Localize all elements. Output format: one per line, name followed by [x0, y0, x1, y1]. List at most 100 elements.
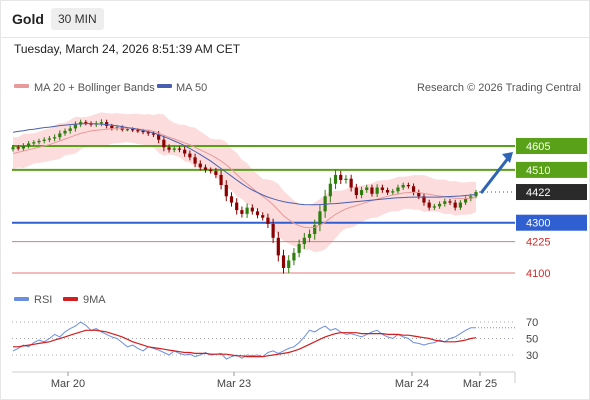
candle: [411, 186, 416, 193]
candle: [354, 187, 358, 196]
rsi-legend-label: RSI: [34, 294, 52, 306]
candle: [401, 184, 405, 188]
candle: [79, 122, 83, 125]
candle: [47, 138, 52, 140]
rsi-line: [12, 321, 476, 360]
bollinger-band: [13, 112, 476, 253]
candle: [110, 125, 114, 129]
timeframe-button[interactable]: 30 MIN: [51, 8, 104, 30]
candle: [328, 183, 332, 197]
candle: [131, 129, 135, 131]
rsi-tick-70: 70: [526, 317, 538, 329]
candle: [167, 147, 171, 150]
candle: [177, 148, 182, 150]
candle: [474, 192, 478, 197]
ma20-legend-swatch: [14, 84, 29, 88]
candle: [63, 130, 67, 134]
candle: [53, 137, 57, 139]
candle: [349, 178, 353, 188]
candle: [42, 139, 46, 141]
candle: [359, 190, 364, 196]
rsi-tick-50: 50: [526, 334, 538, 346]
timestamp: Tuesday, March 24, 2026 8:51:39 AM CET: [14, 42, 241, 56]
candle: [157, 134, 161, 140]
candle: [427, 202, 431, 208]
time-axis: Mar 20 Mar 23 Mar 24 Mar 25: [12, 371, 516, 390]
level-tag-4605: [516, 138, 587, 154]
candle: [209, 169, 213, 172]
candle: [203, 167, 208, 170]
candle: [58, 133, 62, 138]
level-label-4422: 4422: [526, 187, 550, 199]
rsi-plot: 70 50 30: [12, 317, 538, 362]
candle: [11, 147, 15, 150]
candle: [16, 147, 20, 149]
candle: [406, 184, 410, 187]
ma50-legend-swatch: [157, 84, 172, 88]
candle: [261, 215, 265, 218]
candle: [105, 122, 109, 126]
candle: [313, 225, 317, 235]
candle: [198, 163, 202, 168]
candle: [307, 234, 312, 238]
candle: [255, 211, 260, 216]
candle: [380, 187, 384, 191]
candle: [333, 174, 338, 184]
candle: [443, 201, 447, 204]
candle: [27, 143, 31, 146]
candle: [235, 202, 239, 211]
candle: [463, 198, 468, 203]
candle: [469, 196, 473, 199]
candle: [432, 206, 436, 208]
rsi-ma-line: [13, 329, 477, 358]
level-label-4300: 4300: [526, 218, 550, 230]
candle: [214, 171, 218, 175]
candle: [396, 187, 400, 192]
candle: [146, 132, 150, 134]
candle: [172, 148, 176, 150]
symbol-title: Gold: [12, 11, 44, 27]
rsi-tick-30: 30: [526, 350, 538, 362]
candle: [339, 174, 343, 180]
candle: [21, 146, 26, 149]
candle: [193, 157, 197, 164]
candle: [365, 187, 369, 191]
candle: [385, 190, 390, 193]
candle: [37, 140, 41, 143]
level-label-4100: 4100: [526, 268, 550, 280]
level-label-4510: 4510: [526, 165, 550, 177]
candle: [141, 130, 145, 133]
projection-arrow: [479, 156, 511, 194]
candle: [32, 142, 36, 144]
projection-arrowhead: [502, 152, 513, 163]
x-tick-label: Mar 24: [395, 378, 429, 390]
candle: [370, 187, 374, 194]
ma50-legend-label: MA 50: [176, 82, 207, 94]
rsi-ma-legend-label: 9MA: [83, 294, 106, 306]
research-credit: Research © 2026 Trading Central: [417, 82, 581, 94]
candle: [281, 255, 286, 268]
x-tick-label: Mar 25: [463, 378, 497, 390]
rsi-ma-legend-swatch: [63, 297, 78, 301]
candle: [245, 207, 249, 214]
candle: [422, 196, 426, 203]
x-tick-label: Mar 20: [51, 378, 85, 390]
level-tag-4422: [516, 184, 587, 201]
candle: [417, 192, 421, 197]
candle: [437, 203, 442, 207]
candle: [183, 149, 187, 154]
candle: [125, 129, 130, 131]
candle: [453, 202, 457, 208]
candle: [224, 184, 228, 197]
candle: [344, 178, 348, 180]
level-label-4605: 4605: [526, 141, 550, 153]
candle: [276, 237, 280, 256]
x-tick-label: Mar 23: [217, 378, 251, 390]
candle: [240, 210, 244, 214]
candle: [151, 133, 156, 135]
candle: [458, 202, 462, 208]
candle: [302, 237, 306, 245]
candle: [73, 124, 78, 129]
candle: [136, 130, 140, 132]
